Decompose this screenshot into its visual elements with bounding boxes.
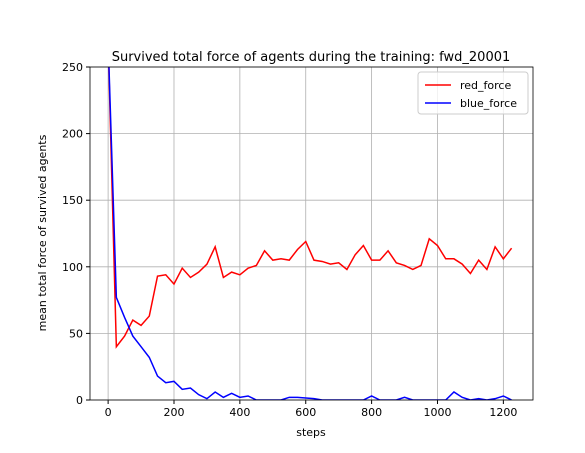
y-tick-label: 250 bbox=[62, 61, 83, 74]
x-axis-label: steps bbox=[296, 426, 326, 439]
y-tick-label: 200 bbox=[62, 128, 83, 141]
y-tick-label: 150 bbox=[62, 194, 83, 207]
x-tick-label: 600 bbox=[295, 406, 316, 419]
legend-label: blue_force bbox=[460, 97, 517, 110]
x-tick-label: 1200 bbox=[489, 406, 517, 419]
x-tick-label: 800 bbox=[361, 406, 382, 419]
x-tick-label: 0 bbox=[105, 406, 112, 419]
plot-frame bbox=[89, 66, 534, 401]
legend: red_force blue_force bbox=[417, 71, 529, 115]
x-tick-label: 1000 bbox=[423, 406, 451, 419]
y-tick-label: 100 bbox=[62, 261, 83, 274]
legend-label: red_force bbox=[460, 79, 511, 92]
y-tick-label: 0 bbox=[76, 394, 83, 407]
grid: 0 200 400 600 800 1000 1200 0 50 100 150 200 250 bbox=[62, 61, 533, 419]
plot-lines bbox=[108, 67, 513, 400]
y-tick-label: 50 bbox=[69, 327, 83, 340]
series-line bbox=[108, 67, 512, 400]
x-tick-label: 400 bbox=[229, 406, 250, 419]
series-line bbox=[108, 67, 513, 349]
chart-title: Survived total force of agents during th… bbox=[112, 50, 511, 65]
y-axis-label: mean total force of survived agents bbox=[36, 134, 49, 331]
x-tick-label: 200 bbox=[163, 406, 184, 419]
